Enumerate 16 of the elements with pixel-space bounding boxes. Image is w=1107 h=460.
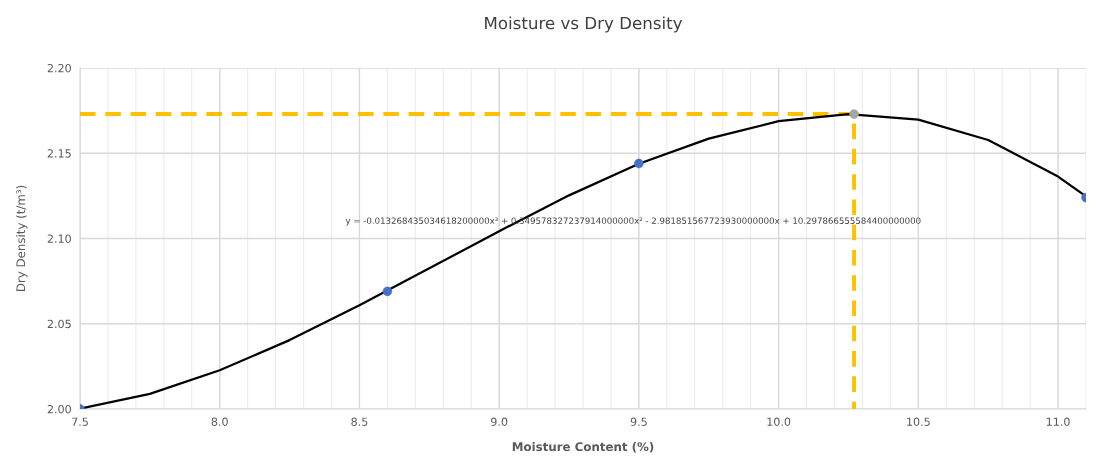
y-axis-title: Dry Density (t/m³) xyxy=(16,185,28,292)
x-tick-label: 11.0 xyxy=(1046,417,1070,426)
y-tick-label: 2.00 xyxy=(47,404,71,414)
x-tick-label: 10.5 xyxy=(907,417,930,426)
x-tick-label: 7.5 xyxy=(72,417,88,426)
x-tick-label: 9.5 xyxy=(630,417,647,426)
y-tick-label: 2.15 xyxy=(47,149,71,158)
x-tick-label: 9.0 xyxy=(491,417,508,426)
y-tick-label: 2.05 xyxy=(47,319,71,329)
x-axis-title: Moisture Content (%) xyxy=(512,441,654,453)
chart-title: Moisture vs Dry Density xyxy=(485,16,683,33)
x-tick-label: 10.0 xyxy=(767,417,791,426)
y-tick-label: 2.10 xyxy=(47,234,71,243)
x-tick-label: 8.5 xyxy=(351,417,368,426)
y-tick-label: 2.20 xyxy=(47,63,71,73)
x-tick-label: 8.0 xyxy=(211,417,228,426)
